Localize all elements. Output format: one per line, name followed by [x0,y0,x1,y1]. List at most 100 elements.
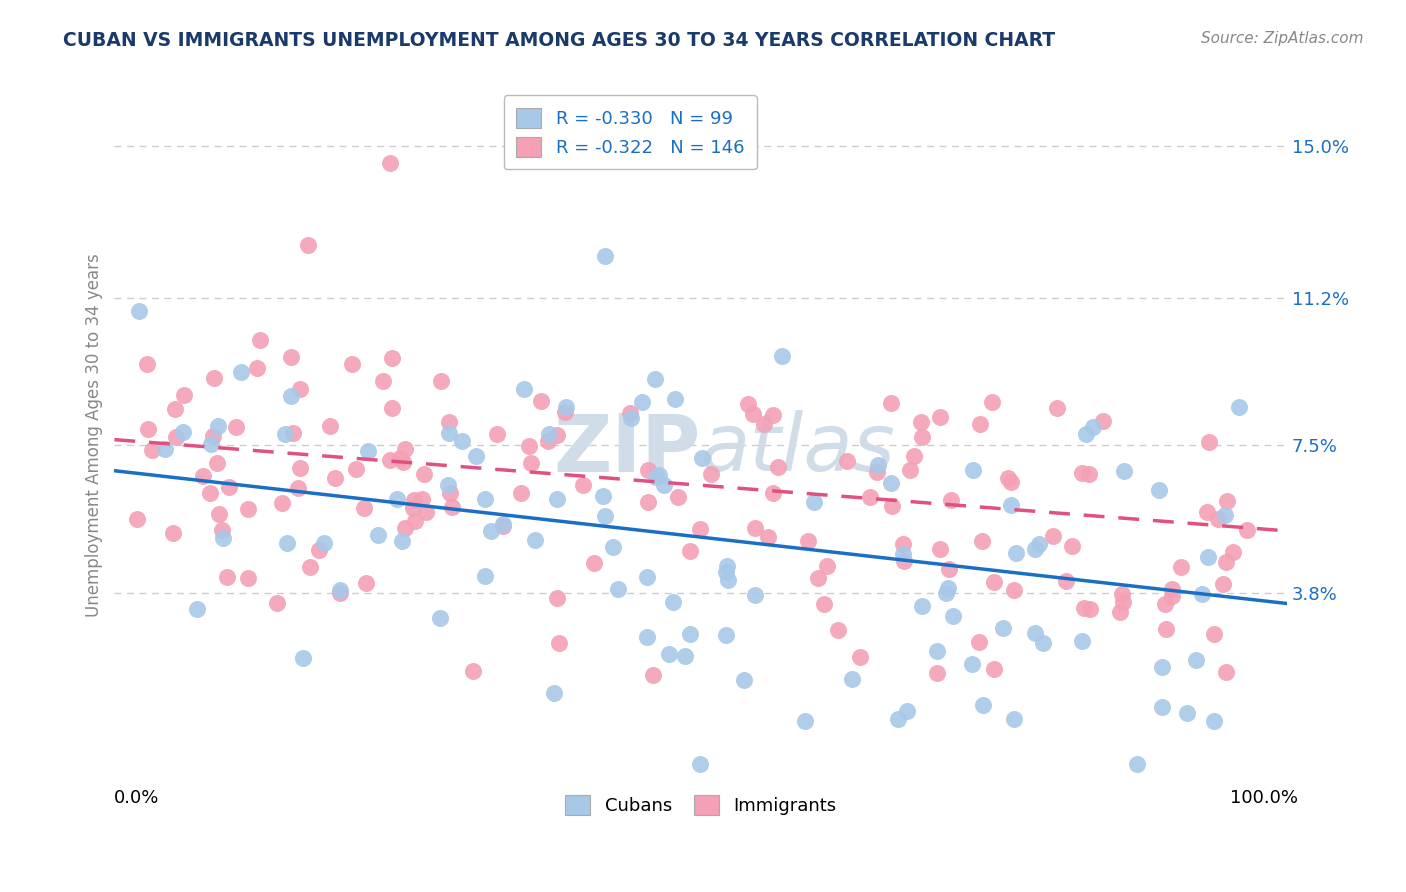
Point [636,630,658,644]
Point [312,536,335,550]
Point [1161,589,1184,603]
Point [1229,400,1251,414]
Point [762,408,785,422]
Point [619,406,641,420]
Point [136,422,159,436]
Point [744,521,766,535]
Point [744,588,766,602]
Point [517,439,540,453]
Point [794,714,817,728]
Point [1114,465,1136,479]
Point [679,544,702,558]
Point [967,635,990,649]
Point [768,459,790,474]
Point [153,442,176,456]
Point [530,394,553,409]
Point [666,490,689,504]
Point [200,486,222,500]
Point [637,495,659,509]
Legend: Cubans, Immigrants: Cubans, Immigrants [555,787,845,824]
Point [970,533,993,548]
Point [319,418,342,433]
Point [287,481,309,495]
Point [993,621,1015,635]
Point [229,365,252,379]
Point [936,582,959,596]
Point [887,712,910,726]
Point [1198,435,1220,450]
Point [125,512,148,526]
Point [186,602,208,616]
Point [464,449,486,463]
Point [645,470,668,484]
Point [849,650,872,665]
Point [962,463,984,477]
Point [1212,577,1234,591]
Point [893,554,915,568]
Point [866,465,889,479]
Point [236,571,259,585]
Point [381,351,404,365]
Point [1000,475,1022,489]
Point [1060,539,1083,553]
Point [602,540,624,554]
Point [1073,600,1095,615]
Point [1078,467,1101,481]
Point [290,382,312,396]
Point [485,427,508,442]
Point [271,496,294,510]
Point [689,757,711,772]
Point [211,523,233,537]
Point [202,429,225,443]
Point [983,662,1005,676]
Point [323,471,346,485]
Point [523,533,546,547]
Point [891,547,914,561]
Point [128,304,150,318]
Point [690,450,713,465]
Point [1054,574,1077,589]
Point [329,586,352,600]
Point [402,492,425,507]
Point [644,372,666,386]
Point [1215,665,1237,680]
Point [1042,529,1064,543]
Point [218,480,240,494]
Point [1215,556,1237,570]
Point [1160,582,1182,596]
Point [401,501,423,516]
Point [1147,483,1170,497]
Point [225,419,247,434]
Point [276,536,298,550]
Point [1184,653,1206,667]
Point [538,426,561,441]
Point [492,516,515,531]
Point [238,502,260,516]
Point [344,462,367,476]
Point [162,526,184,541]
Point [896,704,918,718]
Point [911,430,934,444]
Point [880,476,903,491]
Point [172,425,194,439]
Point [394,521,416,535]
Point [1216,493,1239,508]
Point [1204,627,1226,641]
Point [606,582,628,596]
Point [546,427,568,442]
Point [308,543,330,558]
Point [280,389,302,403]
Point [925,644,948,658]
Point [1126,757,1149,772]
Point [437,425,460,440]
Point [716,565,738,579]
Point [880,396,903,410]
Point [381,401,404,416]
Point [673,648,696,663]
Point [415,505,437,519]
Point [1083,420,1105,434]
Point [592,489,614,503]
Point [716,559,738,574]
Point [166,430,188,444]
Point [631,395,654,409]
